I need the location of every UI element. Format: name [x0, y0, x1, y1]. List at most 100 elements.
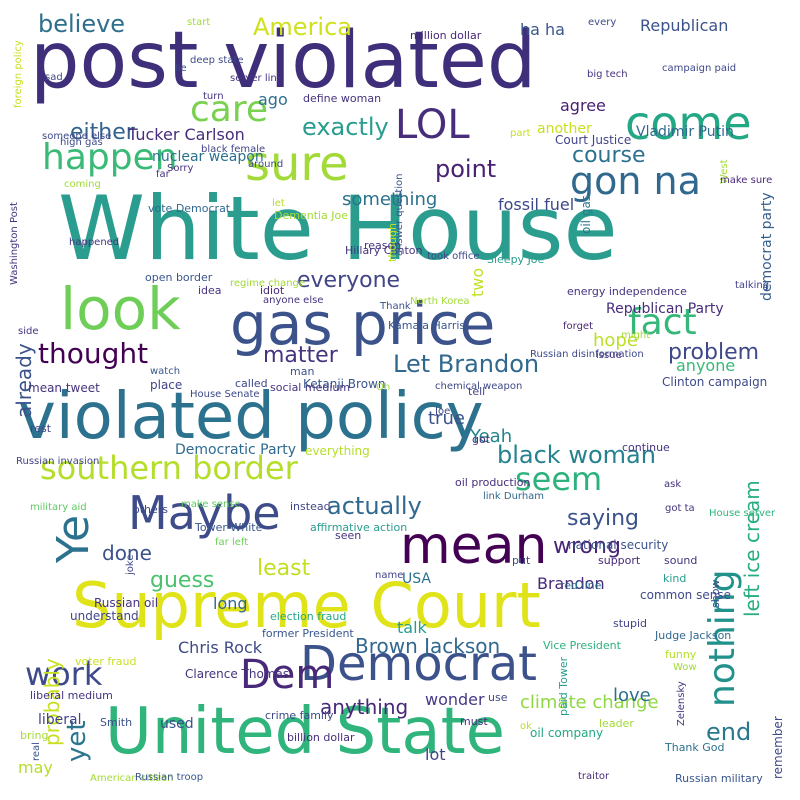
- word-dem: Dem: [240, 652, 335, 698]
- word-house-senate: House Senate: [190, 389, 260, 400]
- word-side: side: [18, 326, 39, 337]
- word-bring: bring: [20, 729, 49, 742]
- word-paid-tower: paid Tower: [557, 656, 570, 716]
- word-supreme-court: Supreme Court: [72, 569, 541, 642]
- word-election-fraud: election fraud: [270, 610, 347, 623]
- word-court-justice: Court Justice: [555, 133, 632, 147]
- word-watch: watch: [150, 366, 181, 377]
- word-gon-na: gon na: [570, 159, 701, 203]
- word-reason: reason: [364, 239, 402, 252]
- word-dementia-joe: Dementia Joe: [274, 209, 349, 222]
- word-fossil-fuel: fossil fuel: [498, 195, 575, 214]
- word-chemical-weapon: chemical weapon: [435, 381, 523, 392]
- word-anything: anything: [320, 695, 409, 719]
- word-rest: rest: [30, 422, 52, 435]
- word-exactly: exactly: [302, 113, 389, 141]
- word-funny: funny: [665, 648, 697, 661]
- word-ye: Ye: [48, 514, 99, 563]
- word-others: others: [133, 503, 169, 516]
- word-national-security: national security: [568, 538, 669, 552]
- word-sound: sound: [664, 554, 698, 567]
- word-oil-company: oil company: [530, 726, 604, 740]
- word-everything: everything: [305, 444, 370, 458]
- word-either: either: [70, 120, 135, 145]
- word-american-citizen: American citizen: [90, 773, 174, 784]
- word-oh: Oh: [376, 382, 391, 393]
- word-stupid: stupid: [613, 617, 648, 630]
- word-billion-dollar: billion dollar: [287, 731, 355, 744]
- word-black-female: black female: [201, 144, 266, 155]
- word-climate-change: climate change: [520, 692, 659, 713]
- word-brandon: Brandon: [537, 574, 605, 593]
- word-russian-oil: Russian oil: [94, 596, 159, 610]
- word-high-gas: high gas: [60, 137, 103, 148]
- word-ago: ago: [258, 90, 288, 109]
- word-foreign-policy: foreign policy: [13, 40, 24, 108]
- word-point: point: [435, 155, 497, 183]
- word-make-sure: make sure: [720, 175, 773, 186]
- word-hope: hope: [593, 330, 638, 351]
- word-lol: LOL: [395, 102, 470, 148]
- word-yeah: Yeah: [470, 426, 513, 447]
- word-lot: lot: [425, 745, 446, 764]
- word-happen: happen: [42, 137, 178, 178]
- word-forget: forget: [563, 321, 593, 332]
- word-military-aid: military aid: [30, 502, 87, 513]
- word-crime-family: crime family: [265, 709, 334, 722]
- word-continue: continue: [622, 441, 670, 454]
- word-russian-military: Russian military: [675, 772, 763, 785]
- word-ha-ha: ha ha: [520, 20, 565, 39]
- word-idea: idea: [198, 284, 222, 297]
- word-done: done: [102, 541, 152, 565]
- word-make-sense: make sense: [181, 499, 241, 510]
- word-usa: USA: [402, 571, 431, 587]
- word-another: another: [537, 121, 592, 137]
- word-far-left: far left: [215, 537, 249, 548]
- word-two: two: [468, 267, 487, 297]
- word-united-state: United State: [105, 695, 506, 769]
- word-used: used: [160, 716, 194, 732]
- word-sad: sad: [45, 72, 63, 83]
- word-let-brandon: Let Brandon: [393, 350, 540, 378]
- word-idiot: idiot: [260, 284, 285, 297]
- word-course: course: [572, 143, 646, 168]
- word-real: real: [31, 742, 42, 761]
- word-took-office: took office: [427, 251, 480, 262]
- word-answer-question: answer question: [394, 173, 405, 257]
- word-kind: kind: [663, 572, 687, 585]
- word-democratic-party: Democratic Party: [175, 442, 297, 458]
- word-seen: seen: [335, 529, 362, 542]
- word-black-woman: black woman: [497, 441, 656, 469]
- word-russian-troop: Russian troop: [135, 772, 204, 783]
- word-tell: tell: [468, 385, 486, 398]
- word-must: must: [460, 715, 488, 728]
- word-long: long: [213, 594, 248, 613]
- word-ok: ok: [520, 721, 532, 732]
- word-social-medium: social medium: [270, 381, 351, 394]
- word-guess: guess: [150, 568, 215, 593]
- word-start: start: [187, 17, 211, 28]
- word-end: end: [706, 718, 752, 746]
- word-joke: joke: [125, 554, 136, 575]
- word-lie: lie: [175, 63, 187, 74]
- word-liberal: liberal: [38, 712, 82, 728]
- word-everyone: everyone: [297, 268, 401, 293]
- word-energy-independence: energy independence: [567, 285, 687, 298]
- word-around: around: [248, 159, 284, 170]
- word-talk: talk: [397, 618, 427, 637]
- word-remember: remember: [771, 716, 785, 779]
- word-come: come: [625, 96, 752, 150]
- word-part: part: [510, 128, 531, 139]
- word-problem: problem: [668, 340, 760, 365]
- word-campaign-paid: campaign paid: [662, 63, 737, 74]
- word-million-dollar: million dollar: [410, 29, 482, 42]
- word-clinton-campaign: Clinton campaign: [662, 375, 768, 389]
- word-chris-rock: Chris Rock: [178, 638, 263, 657]
- word-define-woman: define woman: [303, 92, 382, 105]
- word-look: look: [60, 275, 181, 343]
- word-deep-state: deep state: [190, 55, 244, 66]
- word-white-house: White House: [58, 177, 618, 280]
- word-thank: Thank: [380, 301, 411, 312]
- word-kamala-harris: Kamala Harris: [388, 319, 466, 332]
- word-true: true: [428, 408, 465, 429]
